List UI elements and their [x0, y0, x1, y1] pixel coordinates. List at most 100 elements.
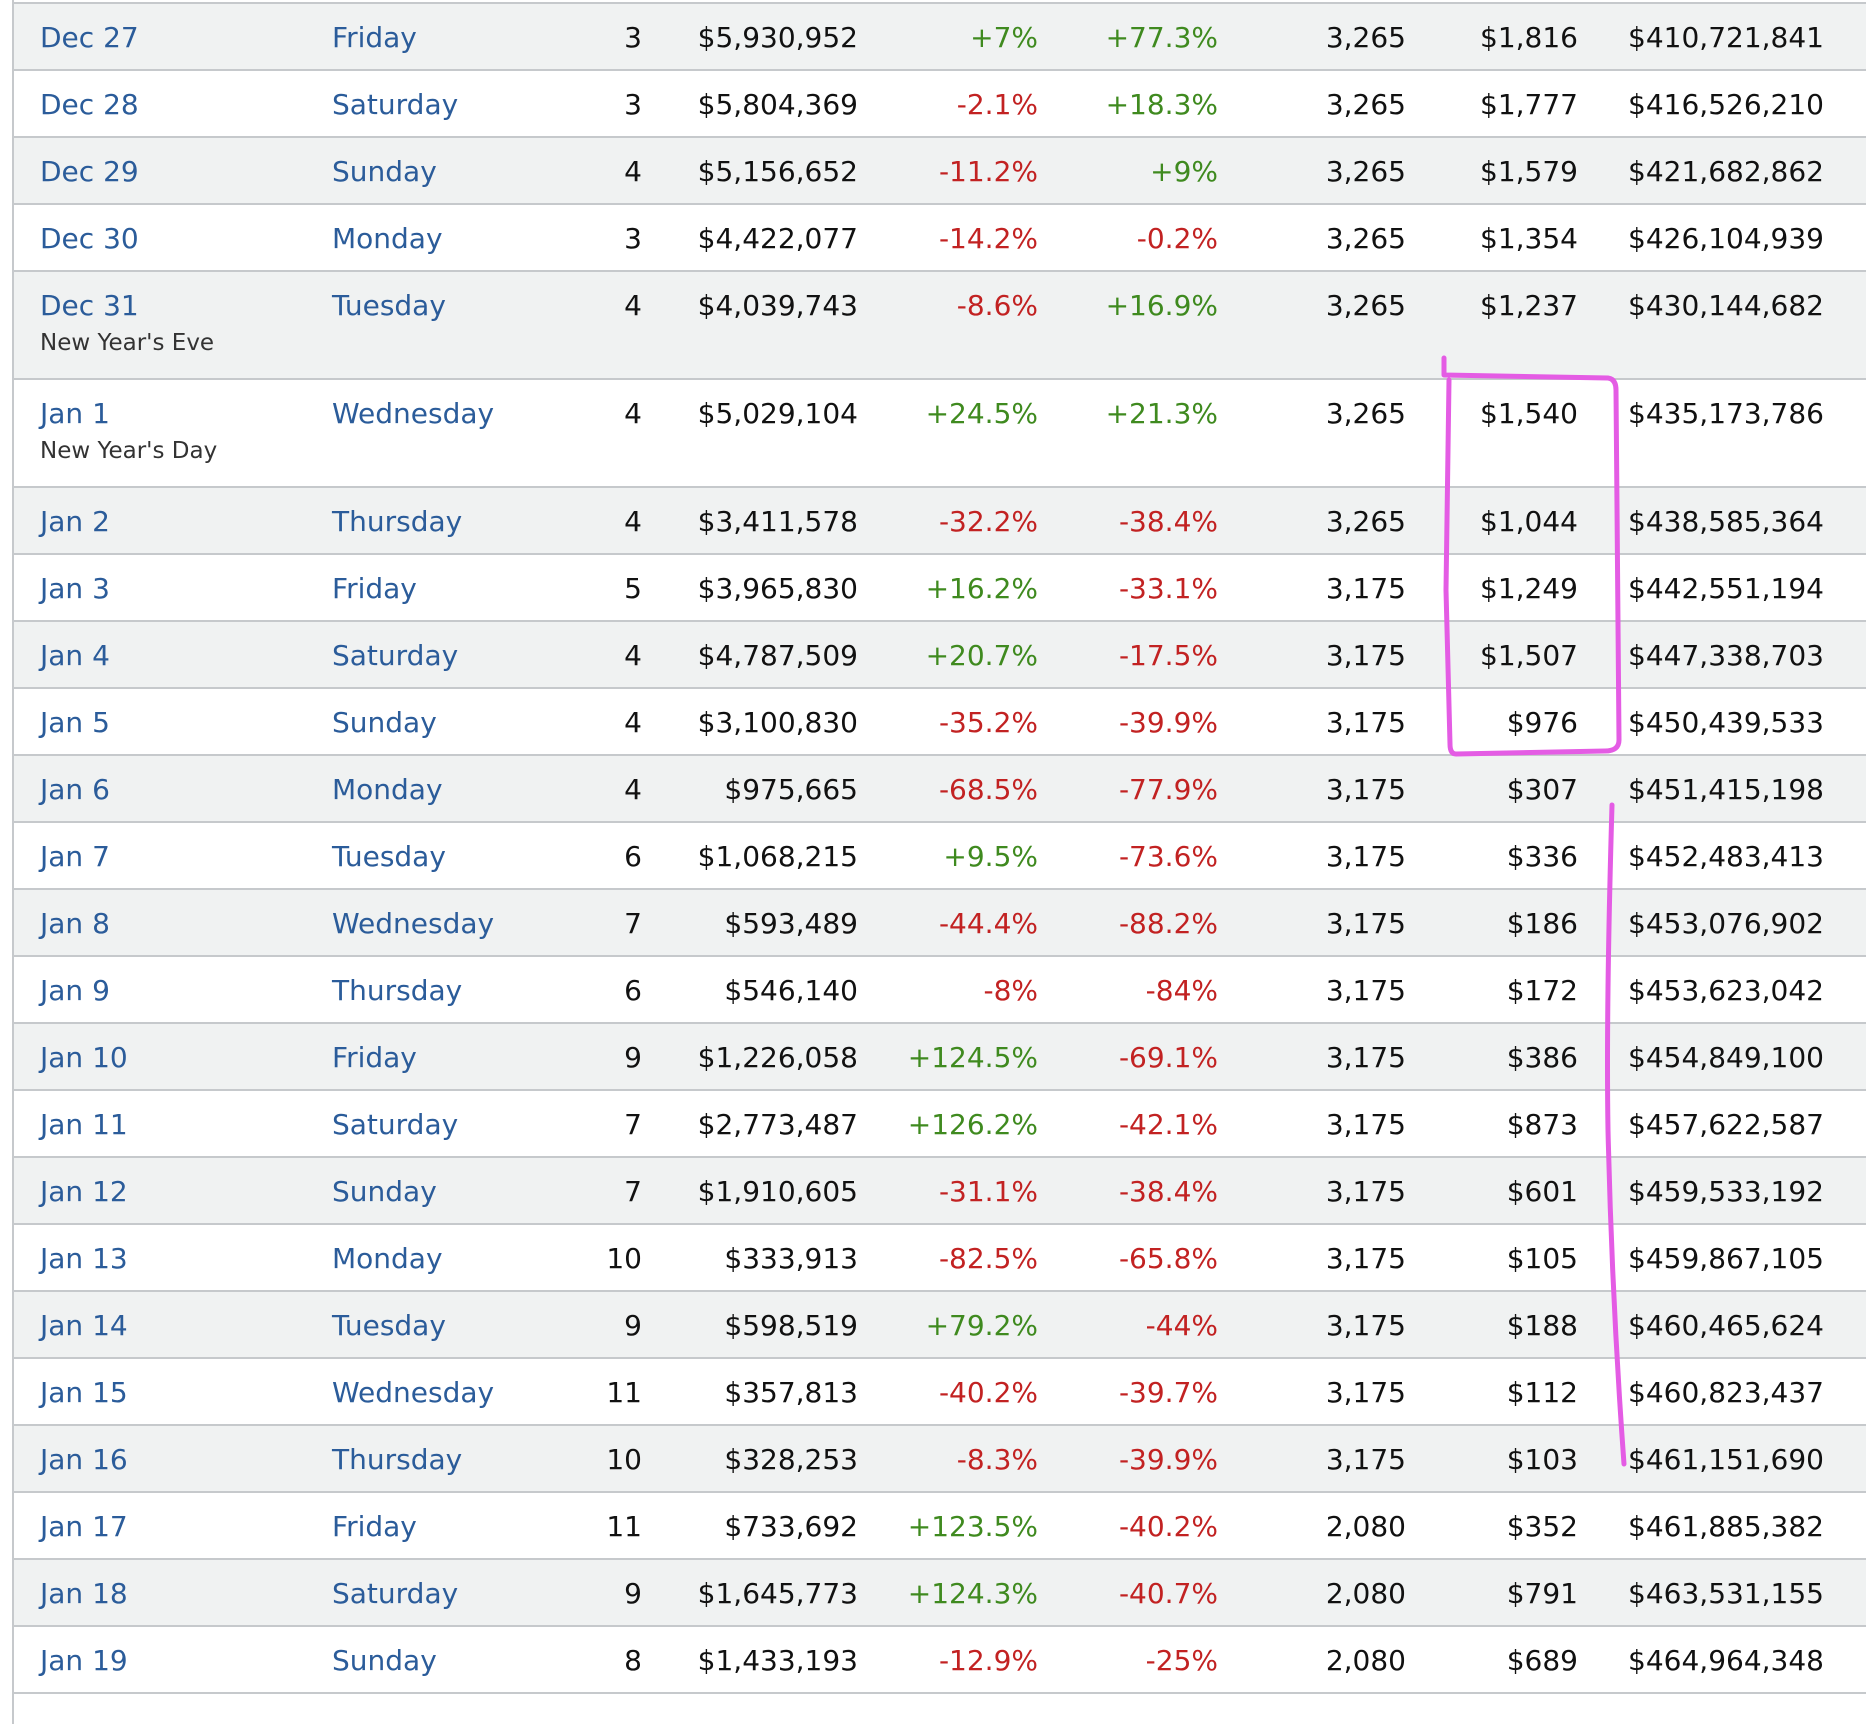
theaters-cell: 3,175 [1325, 639, 1406, 672]
change-yesterday-cell: -12.9% [938, 1644, 1038, 1677]
day-cell[interactable]: Wednesday [332, 397, 495, 430]
table-row: Jan 4 Saturday 4 $4,787,509 +20.7% -17.5% 3,17… [12, 620, 1866, 687]
date-cell[interactable]: Jan 19 [40, 1644, 128, 1677]
day-cell[interactable]: Monday [332, 222, 443, 255]
date-cell[interactable]: Jan 13 [40, 1242, 128, 1275]
date-cell[interactable]: Jan 2 [40, 505, 110, 538]
day-cell[interactable]: Tuesday [332, 840, 446, 873]
change-yesterday-cell: -32.2% [938, 505, 1038, 538]
average-cell: $601 [1506, 1175, 1578, 1208]
day-cell[interactable]: Sunday [332, 155, 437, 188]
change-last-week-cell: -69.1% [1118, 1041, 1218, 1074]
to-date-gross-cell: $453,076,902 [1628, 907, 1824, 940]
rank-cell: 7 [624, 907, 642, 940]
date-cell[interactable]: Jan 8 [40, 907, 110, 940]
date-cell[interactable]: Jan 16 [40, 1443, 128, 1476]
date-cell[interactable]: Jan 9 [40, 974, 110, 1007]
daily-gross-cell: $5,930,952 [697, 21, 858, 54]
date-cell[interactable]: Dec 27 [40, 21, 139, 54]
theaters-cell: 2,080 [1325, 1577, 1406, 1610]
rank-cell: 11 [606, 1510, 642, 1543]
day-cell[interactable]: Monday [332, 773, 443, 806]
theaters-cell: 3,175 [1325, 706, 1406, 739]
date-cell[interactable]: Jan 6 [40, 773, 110, 806]
daily-gross-cell: $1,645,773 [697, 1577, 858, 1610]
average-cell: $1,249 [1480, 572, 1578, 605]
date-cell[interactable]: Dec 28 [40, 88, 139, 121]
day-cell[interactable]: Saturday [332, 1577, 459, 1610]
change-last-week-cell: -84% [1145, 974, 1218, 1007]
change-last-week-cell: -39.9% [1118, 1443, 1218, 1476]
date-cell[interactable]: Jan 18 [40, 1577, 128, 1610]
daily-gross-cell: $328,253 [724, 1443, 858, 1476]
date-cell[interactable]: Jan 14 [40, 1309, 128, 1342]
date-cell[interactable]: Jan 11 [40, 1108, 128, 1141]
change-yesterday-cell: -8.6% [956, 289, 1038, 322]
rank-cell: 9 [624, 1577, 642, 1610]
day-cell[interactable]: Friday [332, 21, 417, 54]
date-cell[interactable]: Jan 15 [40, 1376, 128, 1409]
day-cell[interactable]: Thursday [332, 1443, 463, 1476]
average-cell: $352 [1506, 1510, 1578, 1543]
change-yesterday-cell: -11.2% [938, 155, 1038, 188]
day-cell[interactable]: Friday [332, 1510, 417, 1543]
daily-gross-cell: $2,773,487 [697, 1108, 858, 1141]
theaters-cell: 3,175 [1325, 1309, 1406, 1342]
average-cell: $186 [1506, 907, 1578, 940]
day-cell[interactable]: Sunday [332, 1644, 437, 1677]
theaters-cell: 3,265 [1325, 505, 1406, 538]
theaters-cell: 3,265 [1325, 222, 1406, 255]
theaters-cell: 2,080 [1325, 1510, 1406, 1543]
daily-gross-cell: $5,029,104 [697, 397, 858, 430]
average-cell: $1,237 [1480, 289, 1578, 322]
rank-cell: 4 [624, 505, 642, 538]
to-date-gross-cell: $450,439,533 [1628, 706, 1824, 739]
change-yesterday-cell: +9.5% [943, 840, 1038, 873]
daily-gross-cell: $1,910,605 [697, 1175, 858, 1208]
theaters-cell: 3,175 [1325, 773, 1406, 806]
day-cell[interactable]: Thursday [332, 505, 463, 538]
daily-gross-cell: $1,226,058 [697, 1041, 858, 1074]
rank-cell: 3 [624, 88, 642, 121]
date-cell[interactable]: Dec 30 [40, 222, 139, 255]
day-cell[interactable]: Friday [332, 1041, 417, 1074]
date-cell[interactable]: Jan 10 [40, 1041, 128, 1074]
date-cell[interactable]: Jan 17 [40, 1510, 128, 1543]
day-cell[interactable]: Saturday [332, 88, 459, 121]
rank-cell: 4 [624, 289, 642, 322]
day-cell[interactable]: Wednesday [332, 1376, 495, 1409]
table-row: Jan 12 Sunday 7 $1,910,605 -31.1% -38.4% 3,175… [12, 1156, 1866, 1223]
average-cell: $873 [1506, 1108, 1578, 1141]
date-cell[interactable]: Jan 5 [40, 706, 110, 739]
day-cell[interactable]: Sunday [332, 1175, 437, 1208]
to-date-gross-cell: $461,151,690 [1628, 1443, 1824, 1476]
theaters-cell: 3,265 [1325, 289, 1406, 322]
average-cell: $105 [1506, 1242, 1578, 1275]
day-cell[interactable]: Thursday [332, 974, 463, 1007]
day-cell[interactable]: Saturday [332, 639, 459, 672]
day-cell[interactable]: Saturday [332, 1108, 459, 1141]
average-cell: $689 [1506, 1644, 1578, 1677]
date-cell[interactable]: Dec 29 [40, 155, 139, 188]
date-cell[interactable]: Jan 3 [40, 572, 110, 605]
day-cell[interactable]: Wednesday [332, 907, 495, 940]
date-cell[interactable]: Jan 7 [40, 840, 110, 873]
day-cell[interactable]: Tuesday [332, 289, 446, 322]
date-cell[interactable]: Dec 31 [40, 289, 139, 322]
rank-cell: 3 [624, 21, 642, 54]
day-cell[interactable]: Sunday [332, 706, 437, 739]
to-date-gross-cell: $447,338,703 [1628, 639, 1824, 672]
date-cell[interactable]: Jan 4 [40, 639, 110, 672]
change-yesterday-cell: -14.2% [938, 222, 1038, 255]
day-cell[interactable]: Monday [332, 1242, 443, 1275]
change-last-week-cell: +21.3% [1105, 397, 1218, 430]
rank-cell: 4 [624, 773, 642, 806]
change-yesterday-cell: -40.2% [938, 1376, 1038, 1409]
to-date-gross-cell: $451,415,198 [1628, 773, 1824, 806]
day-cell[interactable]: Tuesday [332, 1309, 446, 1342]
day-cell[interactable]: Friday [332, 572, 417, 605]
date-cell[interactable]: Jan 12 [40, 1175, 128, 1208]
date-cell[interactable]: Jan 1 [40, 397, 110, 430]
change-yesterday-cell: -31.1% [938, 1175, 1038, 1208]
